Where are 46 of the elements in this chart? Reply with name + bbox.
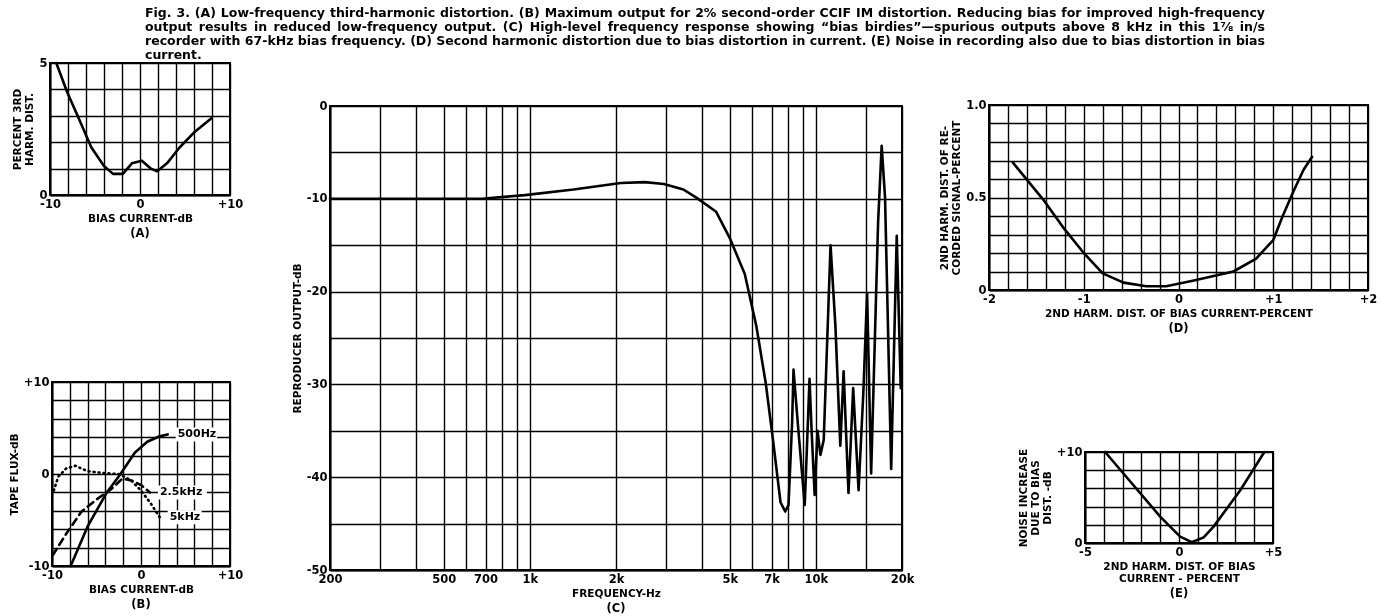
text: (E) [1169, 586, 1189, 600]
y-tick-label: -40 [306, 469, 328, 484]
x-axis-title: 2ND HARM. DIST. OF BIAS CURRENT - PERCENT [1103, 560, 1256, 584]
y-axis-title: 2ND HARM. DIST. OF RE- CORDED SIGNAL-PERCENT [938, 119, 963, 276]
y-tick-label: 0 [319, 98, 328, 113]
x-tick-label: +2 [1359, 291, 1378, 306]
y-axis-title: TAPE FLUX-dB [7, 433, 20, 516]
x-tick-label: 0 [137, 567, 146, 582]
x-tick-label: 10k [804, 571, 829, 586]
x-tick-label: +10 [217, 196, 244, 211]
text: (C) [606, 601, 626, 615]
x-tick-label: +1 [1264, 291, 1283, 306]
y-tick-label: 1.0 [966, 97, 987, 112]
x-tick-label: 0 [1174, 291, 1184, 306]
y-axis-title: REPRODUCER OUTPUT-dB [290, 263, 303, 414]
x-tick-label: 0 [1175, 544, 1184, 559]
x-axis-title: FREQUENCY-Hz [572, 587, 661, 599]
x-tick-label: 0 [136, 196, 145, 211]
x-tick-label: 2k [608, 571, 625, 586]
x-tick-label: 7k [764, 571, 781, 586]
x-axis-title: BIAS CURRENT-dB [88, 583, 195, 595]
y-axis-title: PERCENT 3RD HARM. DIST. [11, 88, 36, 171]
y-tick-label: -20 [306, 284, 328, 299]
x-axis-title: 2ND HARM. DIST. OF BIAS CURRENT-PERCENT [1044, 307, 1314, 319]
x-tick-label: +10 [217, 567, 244, 582]
caption: Fig. 3. (A) Low-frequency third-harmonic distortion. (B) Maximum output for 2% second-order CCIF IM distortion. Reducing bias for improved high-frequency output results in reduced low-frequency output. (C) High-level frequency response showing “bias birdies”—spurious outputs above 8 kHz in this 1⅞ in/s recorder with 67-kHz bias frequency. (D) Second harmonic distortion due to bias distortion in current. (E) Noise in recording also due to bias distortion in bias current. [145, 5, 1265, 62]
x-tick-label: 20k [890, 571, 915, 586]
text: (A) [130, 226, 150, 240]
text: (B) [131, 597, 151, 611]
series-label: 2.5kHz [159, 485, 203, 499]
series-label: 5kHz [169, 510, 201, 524]
y-tick-label: +10 [23, 374, 50, 389]
y-tick-label: 0 [41, 466, 50, 481]
x-tick-label: 700 [474, 571, 499, 586]
y-tick-label: 0.5 [966, 190, 987, 204]
series-label: 500Hz [177, 427, 217, 441]
text: (D) [1168, 321, 1189, 335]
x-tick-label: 5k [722, 571, 739, 586]
y-tick-label: 5 [39, 55, 48, 70]
y-tick-label: -30 [306, 376, 328, 391]
x-tick-label: +5 [1264, 544, 1283, 559]
x-tick-label: -1 [1077, 291, 1091, 306]
x-tick-label: 1k [522, 571, 539, 586]
x-tick-label: 500 [432, 571, 457, 586]
y-axis-title: NOISE INCREASE DUE TO BIAS DIST. -dB [1016, 448, 1053, 548]
x-axis-title: BIAS CURRENT-dB [87, 212, 194, 224]
